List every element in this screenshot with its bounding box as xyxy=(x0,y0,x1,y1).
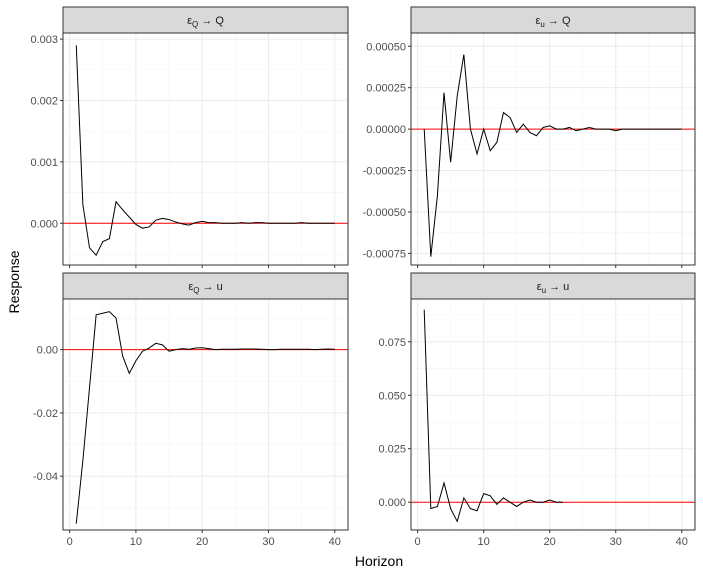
y-tick-label: 0.00 xyxy=(37,345,58,357)
x-tick-label: 30 xyxy=(610,536,622,548)
series-line xyxy=(423,309,563,523)
x-tick-label: 40 xyxy=(329,536,341,548)
y-tick-label: 0.025 xyxy=(378,444,406,456)
x-tick-label: 0 xyxy=(67,536,73,548)
panel-border xyxy=(62,298,349,531)
y-tick-label: -0.00075 xyxy=(363,248,406,260)
x-tick-label: 10 xyxy=(478,536,490,548)
y-tick-label: 0.00050 xyxy=(366,41,406,53)
y-tick-label: -0.00025 xyxy=(363,166,406,178)
panel-border xyxy=(410,32,696,266)
y-tick-label: 0.075 xyxy=(378,337,406,349)
y-tick-label: 0.000 xyxy=(30,218,58,230)
x-tick-label: 0 xyxy=(415,536,421,548)
panel-border xyxy=(62,32,349,266)
y-tick-label: -0.02 xyxy=(33,408,58,420)
y-tick-label: 0.00025 xyxy=(366,83,406,95)
y-tick-label: 0.000 xyxy=(378,497,406,509)
y-tick-label: -0.00050 xyxy=(363,207,406,219)
x-tick-label: 20 xyxy=(196,536,208,548)
strip-label: εu → u xyxy=(537,281,570,295)
y-axis-title: Response xyxy=(6,250,22,313)
y-tick-label: 0.002 xyxy=(30,96,58,108)
panel-background xyxy=(411,33,695,265)
panel-2: εu → Q -0.00075 -0.00050 -0.00025 0.00000 0.0… xyxy=(363,6,696,268)
x-tick-label: 40 xyxy=(676,536,688,548)
panel-background xyxy=(63,299,348,530)
x-axis-title: Horizon xyxy=(355,553,403,569)
y-tick-label: 0.00000 xyxy=(366,124,406,136)
series-line xyxy=(75,311,335,524)
panel-4: εu → u 0.000 0.025 0.050 0.075 0 10 20 30 40 xyxy=(378,272,696,548)
strip-background xyxy=(62,272,349,300)
panel-background xyxy=(411,299,695,530)
x-tick-label: 20 xyxy=(544,536,556,548)
y-tick-label: 0.003 xyxy=(30,34,58,46)
y-tick-label: -0.04 xyxy=(33,471,58,483)
strip-background xyxy=(410,6,696,34)
series-line xyxy=(75,45,335,257)
y-tick-label: 0.050 xyxy=(378,390,406,402)
panel-background xyxy=(63,33,348,265)
strip-label: εu → Q xyxy=(535,15,570,29)
x-tick-label: 10 xyxy=(130,536,142,548)
panel-1: εQ → Q 0.000 0.001 0.002 0.003 xyxy=(30,6,349,268)
x-tick-label: 30 xyxy=(262,536,274,548)
strip-label: εQ → Q xyxy=(187,15,224,29)
y-tick-label: 0.001 xyxy=(30,157,58,169)
panel-3: εQ → u -0.04 -0.02 0.00 0 10 20 30 40 xyxy=(33,272,349,548)
panel-border xyxy=(410,298,696,531)
strip-background xyxy=(62,6,349,34)
strip-label: εQ → u xyxy=(188,281,222,295)
series-line xyxy=(423,54,682,257)
